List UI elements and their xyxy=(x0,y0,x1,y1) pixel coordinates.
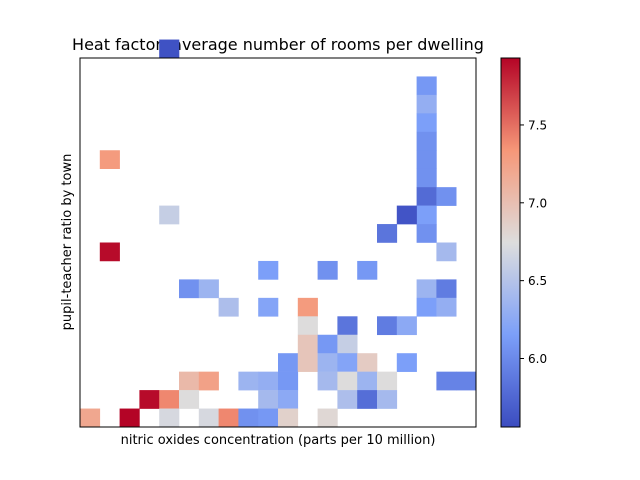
heatmap-cell xyxy=(416,224,437,243)
heatmap-cell xyxy=(198,279,219,299)
heatmap-cell xyxy=(179,390,200,409)
heatmap-cell xyxy=(278,390,299,409)
heatmap-cell xyxy=(218,297,239,317)
heatmap-cell xyxy=(317,408,338,428)
heatmap-cell xyxy=(198,371,219,391)
heatmap-cell xyxy=(297,297,318,317)
heatmap-cell xyxy=(337,390,358,409)
heatmap-cell xyxy=(139,390,160,409)
colorbar-tick-label: 6.0 xyxy=(528,352,547,366)
heatmap-cell xyxy=(317,260,338,280)
heatmap-cell xyxy=(317,371,338,391)
colorbar-ticks: 6.0 6.5 7.0 7.5 xyxy=(520,118,547,366)
colorbar-tick-label: 7.0 xyxy=(528,196,547,210)
heatmap-cell xyxy=(218,408,239,428)
heatmap-cell xyxy=(258,297,279,317)
heatmap-cell xyxy=(258,371,279,391)
heatmap-cell xyxy=(377,224,398,243)
heatmap-cell xyxy=(99,242,120,262)
heatmap-cell xyxy=(436,371,457,391)
heatmap-cell xyxy=(159,39,180,59)
heatmap-cell xyxy=(416,76,437,96)
heatmap-cell xyxy=(396,316,417,336)
heatmap-cell xyxy=(416,297,437,317)
heatmap-cell xyxy=(297,316,318,336)
heatmap-cell xyxy=(377,316,398,336)
heatmap-cell xyxy=(278,408,299,428)
heatmap-cell xyxy=(258,390,279,409)
heatmap-cell xyxy=(416,94,437,114)
heatmap-cell xyxy=(119,408,140,428)
heatmap-cell xyxy=(337,334,358,354)
colorbar xyxy=(500,57,521,428)
chart-title: Heat factor: average number of rooms per… xyxy=(72,35,484,54)
heatmap-cell xyxy=(99,150,120,169)
x-axis-label: nitric oxides concentration (parts per 1… xyxy=(121,433,436,448)
heatmap-cell xyxy=(317,334,338,354)
heatmap-cell xyxy=(179,279,200,299)
colorbar-tick-label: 7.5 xyxy=(528,118,547,132)
heatmap-cell xyxy=(416,131,437,151)
heatmap-cell xyxy=(416,187,437,206)
heatmap-cell xyxy=(436,297,457,317)
heatmap-cell xyxy=(337,371,358,391)
heatmap-cell xyxy=(357,371,378,391)
heatmap-cell xyxy=(278,371,299,391)
heatmap-cell xyxy=(337,353,358,372)
heatmap-cell xyxy=(416,150,437,169)
heatmap-cell xyxy=(416,113,437,133)
heatmap-cell xyxy=(416,168,437,188)
heatmap-cell xyxy=(436,242,457,262)
heatmap-cells xyxy=(80,39,477,428)
heatmap-cell xyxy=(377,390,398,409)
heatmap-cell xyxy=(416,205,437,225)
heatmap-cell xyxy=(456,371,477,391)
heatmap-cell xyxy=(357,353,378,372)
heatmap-cell xyxy=(377,371,398,391)
heatmap-cell xyxy=(238,371,259,391)
heatmap-cell xyxy=(357,390,378,409)
heatmap-cell xyxy=(396,205,417,225)
heatmap-cell xyxy=(317,353,338,372)
y-axis-label: pupil-teacher ratio by town xyxy=(60,154,75,331)
heatmap-cell xyxy=(159,390,180,409)
colorbar-tick-label: 6.5 xyxy=(528,274,547,288)
heatmap-cell xyxy=(297,353,318,372)
heatmap-cell xyxy=(337,316,358,336)
heatmap-cell xyxy=(416,279,437,299)
heatmap-cell xyxy=(80,408,101,428)
heatmap-cell xyxy=(278,353,299,372)
heatmap-cell xyxy=(297,334,318,354)
heatmap-cell xyxy=(258,260,279,280)
plot-frame xyxy=(79,57,477,428)
heatmap-cell xyxy=(238,408,259,428)
heatmap-cell xyxy=(179,371,200,391)
heatmap-cell xyxy=(357,260,378,280)
heatmap-cell xyxy=(159,408,180,428)
heatmap-cell xyxy=(159,205,180,225)
heatmap-cell xyxy=(436,279,457,299)
heatmap-cell xyxy=(436,187,457,206)
heatmap-cell xyxy=(396,353,417,372)
heatmap-cell xyxy=(258,408,279,428)
heatmap-cell xyxy=(198,408,219,428)
